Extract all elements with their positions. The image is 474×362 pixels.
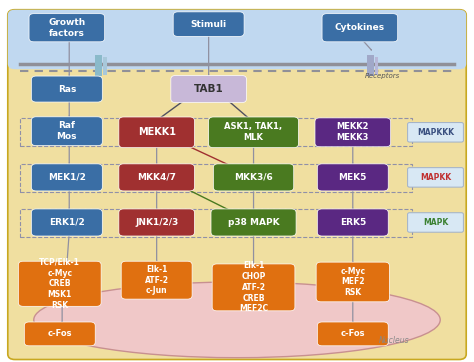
FancyBboxPatch shape <box>316 262 390 302</box>
Text: Raf
Mos: Raf Mos <box>56 121 77 141</box>
FancyBboxPatch shape <box>367 55 374 76</box>
Text: Growth
factors: Growth factors <box>48 18 85 38</box>
FancyBboxPatch shape <box>408 168 464 187</box>
Ellipse shape <box>34 282 440 358</box>
FancyBboxPatch shape <box>322 14 398 42</box>
Text: MAPKK: MAPKK <box>420 173 451 182</box>
Text: Nucleus: Nucleus <box>379 336 410 345</box>
FancyBboxPatch shape <box>212 264 295 311</box>
FancyBboxPatch shape <box>24 322 95 346</box>
FancyBboxPatch shape <box>31 164 102 191</box>
Text: MEKK2
MEKK3: MEKK2 MEKK3 <box>337 122 369 142</box>
Text: ERK5: ERK5 <box>340 218 366 227</box>
FancyBboxPatch shape <box>171 76 246 102</box>
Text: c-Fos: c-Fos <box>340 329 365 338</box>
FancyBboxPatch shape <box>318 164 388 191</box>
FancyBboxPatch shape <box>408 213 464 232</box>
Text: Receptors: Receptors <box>365 73 400 80</box>
FancyBboxPatch shape <box>119 209 194 236</box>
FancyBboxPatch shape <box>318 209 388 236</box>
FancyBboxPatch shape <box>209 117 299 148</box>
Text: MEK5: MEK5 <box>338 173 367 182</box>
FancyBboxPatch shape <box>121 261 192 299</box>
FancyBboxPatch shape <box>31 117 102 146</box>
FancyBboxPatch shape <box>213 164 294 191</box>
FancyBboxPatch shape <box>95 55 102 76</box>
FancyBboxPatch shape <box>119 164 194 191</box>
FancyBboxPatch shape <box>173 12 244 37</box>
Text: Ras: Ras <box>58 85 76 93</box>
Text: Cytokines: Cytokines <box>335 23 385 32</box>
Text: c-Fos: c-Fos <box>47 329 72 338</box>
FancyBboxPatch shape <box>18 261 101 306</box>
Text: Elk-1
CHOP
ATF-2
CREB
MEF2C: Elk-1 CHOP ATF-2 CREB MEF2C <box>239 261 268 313</box>
FancyBboxPatch shape <box>408 123 464 142</box>
Text: ASK1, TAK1,
MLK: ASK1, TAK1, MLK <box>225 122 283 142</box>
FancyBboxPatch shape <box>31 209 102 236</box>
FancyBboxPatch shape <box>315 118 391 147</box>
Text: MAPK: MAPK <box>423 218 448 227</box>
Text: c-Myc
MEF2
RSK: c-Myc MEF2 RSK <box>340 267 365 297</box>
Text: MKK3/6: MKK3/6 <box>234 173 273 182</box>
Text: MEK1/2: MEK1/2 <box>48 173 86 182</box>
FancyBboxPatch shape <box>318 322 388 346</box>
FancyBboxPatch shape <box>103 56 107 75</box>
Text: MKK4/7: MKK4/7 <box>137 173 176 182</box>
Text: MAPKKK: MAPKKK <box>417 128 454 137</box>
FancyBboxPatch shape <box>119 117 194 148</box>
Text: Stimuli: Stimuli <box>191 20 227 29</box>
Text: JNK1/2/3: JNK1/2/3 <box>135 218 178 227</box>
Text: MEKK1: MEKK1 <box>137 127 176 137</box>
FancyBboxPatch shape <box>31 76 102 102</box>
FancyBboxPatch shape <box>8 10 466 69</box>
FancyBboxPatch shape <box>374 56 378 75</box>
FancyBboxPatch shape <box>29 14 105 42</box>
Text: ERK1/2: ERK1/2 <box>49 218 85 227</box>
Text: Elk-1
ATF-2
c-Jun: Elk-1 ATF-2 c-Jun <box>145 265 169 295</box>
Text: p38 MAPK: p38 MAPK <box>228 218 279 227</box>
Text: TAB1: TAB1 <box>194 84 224 94</box>
FancyBboxPatch shape <box>211 209 296 236</box>
FancyBboxPatch shape <box>8 10 466 359</box>
Text: TCP/Elk-1
c-Myc
CREB
MSK1
RSK: TCP/Elk-1 c-Myc CREB MSK1 RSK <box>39 258 80 310</box>
